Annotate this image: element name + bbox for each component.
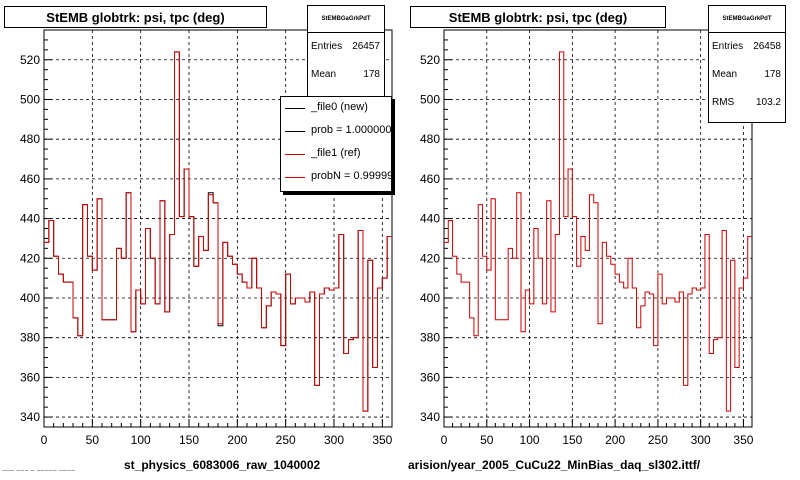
right-ytick-label-4: 420	[420, 251, 440, 265]
left-mean-label: Mean	[311, 69, 337, 80]
right-histogram-plot: 0 50 100 150 200 250 300 350 340 360 380 400 420 440 4…	[420, 29, 754, 447]
left-entries-value: 26457	[352, 41, 380, 52]
right-ytick-label-9: 520	[420, 53, 440, 67]
left-entries-label: Entries	[311, 41, 343, 52]
right-stats-title: StEMBGaGrkPdT	[709, 6, 785, 33]
legend-swatch-file0	[285, 108, 305, 109]
left-ytick-label-9: 520	[20, 53, 40, 67]
left-stats-title: StEMBGaGrkPdT	[308, 6, 384, 33]
right-mean-label: Mean	[712, 69, 738, 80]
right-chart-title: StEMB globtrk: psi, tpc (deg)	[410, 6, 666, 28]
legend-label-file1: _file1 (ref)	[311, 147, 361, 159]
right-ytick-label-1: 360	[420, 370, 440, 384]
legend-entry-prob: prob = 1.000000	[281, 120, 391, 143]
right-ytick-label-6: 460	[420, 172, 440, 186]
left-stats-box: StEMBGaGrkPdT Entries 26457 Mean 178	[307, 5, 385, 98]
legend-label-prob: prob = 1.000000	[311, 124, 392, 136]
right-rms-label: RMS	[712, 97, 735, 108]
left-ytick-label-0: 340	[20, 410, 40, 424]
right-ytick-label-2: 380	[420, 331, 440, 345]
left-xtick-label-6: 300	[324, 433, 344, 447]
right-ytick-label-3: 400	[420, 291, 440, 305]
legend-entry-file1: _file1 (ref)	[281, 143, 391, 166]
right-xtick-label-3: 150	[562, 433, 582, 447]
right-rms-value: 103.2	[755, 97, 781, 108]
right-ytick-label-8: 500	[420, 92, 440, 106]
legend-entry-file0: _file0 (new)	[281, 97, 391, 120]
right-ytick-label-0: 340	[420, 410, 440, 424]
left-xtick-label-7: 350	[372, 433, 392, 447]
left-xtick-label-0: 0	[41, 433, 48, 447]
right-xtick-label-2: 100	[520, 433, 540, 447]
legend-swatch-probn	[285, 177, 305, 178]
right-series-0-histogram-line	[444, 51, 752, 412]
right-xtick-label-4: 200	[605, 433, 625, 447]
left-ytick-label-4: 420	[20, 251, 40, 265]
right-xtick-label-5: 250	[648, 433, 668, 447]
left-xtick-label-2: 100	[131, 433, 151, 447]
right-stats-mean: Mean 178	[709, 61, 785, 89]
left-ytick-label-3: 400	[20, 291, 40, 305]
left-xtick-label-4: 200	[227, 433, 247, 447]
legend-swatch-prob	[285, 131, 305, 132]
left-ytick-label-8: 500	[20, 92, 40, 106]
left-chart-title: StEMB globtrk: psi, tpc (deg)	[4, 6, 267, 28]
legend-label-probn: probN = 0.999999	[311, 170, 392, 182]
legend-label-file0: _file0 (new)	[311, 101, 368, 113]
right-xtick-label-7: 350	[733, 433, 753, 447]
right-xtick-label-1: 50	[480, 433, 494, 447]
left-mean-value: 178	[363, 69, 380, 80]
right-xtick-label-6: 300	[691, 433, 711, 447]
left-stats-entries: Entries 26457	[308, 33, 384, 61]
right-xtick-label-0: 0	[441, 433, 448, 447]
left-ytick-label-6: 460	[20, 172, 40, 186]
left-series-1-histogram-line	[44, 51, 392, 412]
right-ytick-label-5: 440	[420, 212, 440, 226]
left-ytick-label-1: 360	[20, 370, 40, 384]
right-mean-value: 178	[764, 69, 781, 80]
left-xtick-label-5: 250	[276, 433, 296, 447]
right-stats-box: StEMBGaGrkPdT Entries 26458 Mean 178 RMS…	[708, 5, 786, 123]
left-histogram-panel: 0 50 100 150 200 250 300 350 340 360 380 400 420 440 4…	[2, 5, 393, 475]
right-entries-value: 26458	[753, 41, 781, 52]
right-x-axis-label: arision/year_2005_CuCu22_MinBias_daq_sl3…	[408, 458, 701, 472]
left-ytick-label-5: 440	[20, 212, 40, 226]
right-histogram-panel: 0 50 100 150 200 250 300 350 340 360 380 400 420 440 4…	[400, 0, 800, 480]
legend-swatch-file1	[285, 154, 305, 155]
right-stats-rms: RMS 103.2	[709, 89, 785, 117]
left-x-axis-label: st_physics_6083006_raw_1040002	[124, 458, 321, 472]
corner-note: ~~~ ~~~ ~ ~~~~~ ~~~~	[2, 468, 76, 475]
left-ytick-label-7: 480	[20, 132, 40, 146]
left-legend: _file0 (new) prob = 1.000000 _file1 (ref…	[280, 96, 392, 192]
left-xtick-label-1: 50	[86, 433, 100, 447]
left-stats-mean: Mean 178	[308, 61, 384, 89]
legend-entry-probn: probN = 0.999999	[281, 166, 391, 189]
left-xtick-label-3: 150	[179, 433, 199, 447]
right-stats-entries: Entries 26458	[709, 33, 785, 61]
left-ytick-label-2: 380	[20, 331, 40, 345]
right-entries-label: Entries	[712, 41, 744, 52]
right-ytick-label-7: 480	[420, 132, 440, 146]
